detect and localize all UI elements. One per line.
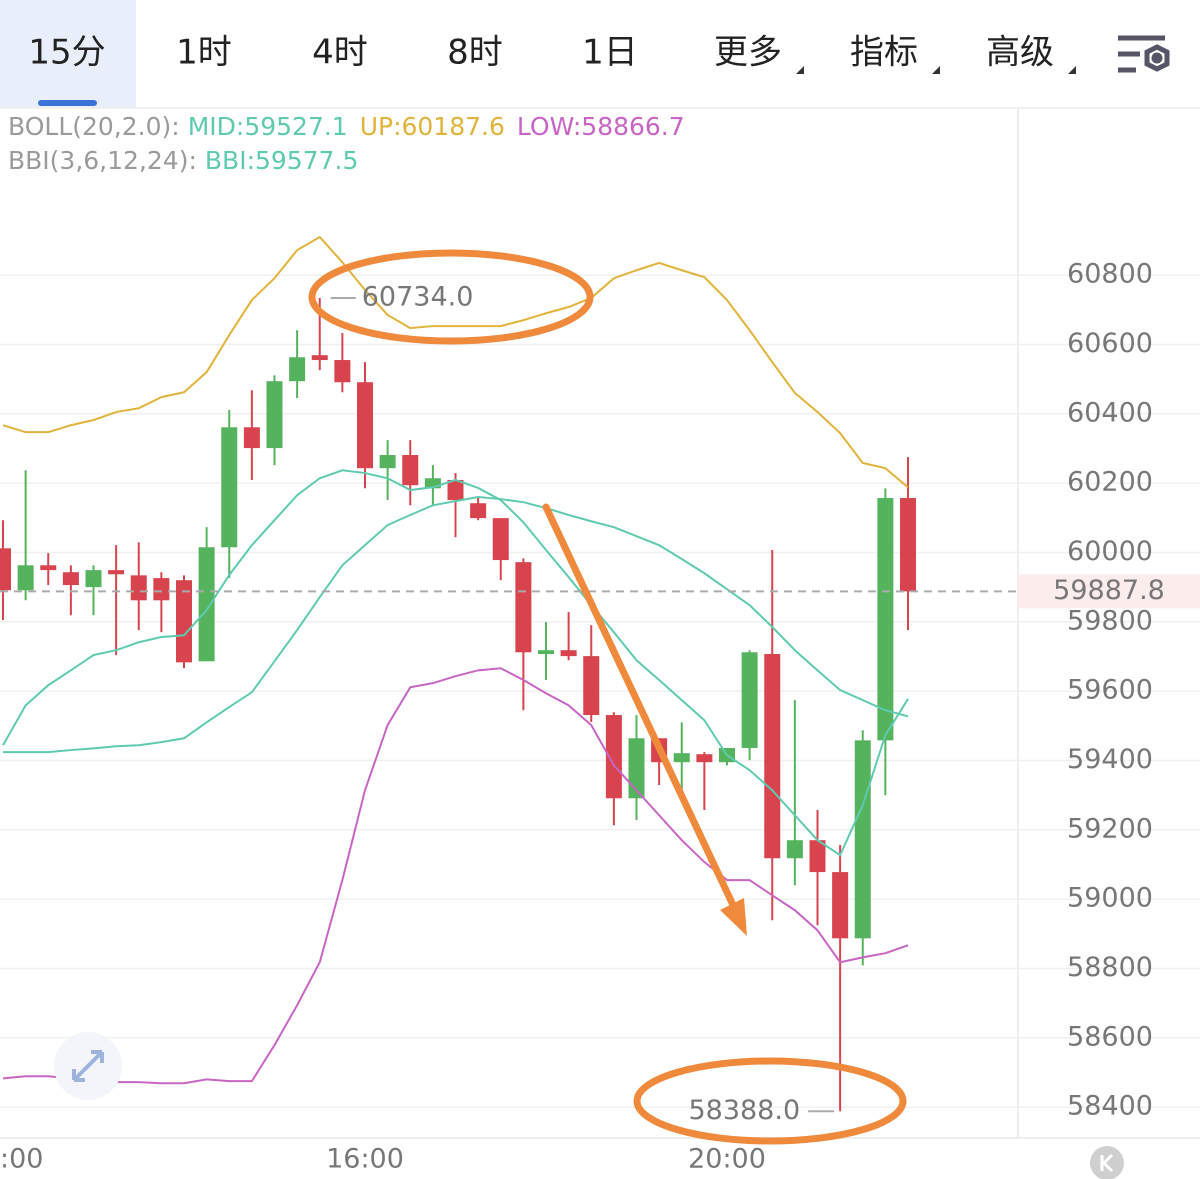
candle-body [809,840,826,873]
candle-body [764,654,781,859]
candle-body [0,548,11,591]
candle-body [741,652,758,748]
candle-body [673,753,690,763]
y-tick-label: 60400 [1067,397,1153,428]
high-label: 60734.0 [362,281,474,312]
candle-body [176,580,192,663]
plot: 58400 58600 58800 59000 59200 59400 59600 59800… [0,235,1200,1122]
k-glyph [1100,1153,1114,1173]
annotation-overlay [308,249,907,1145]
icon-dot [1151,52,1163,64]
indicator-line [2,469,909,857]
low-label: 58388.0 [688,1095,800,1126]
candle-body [289,357,306,382]
y-tick-label: 59000 [1067,883,1153,914]
highlight-ellipse [308,249,594,345]
tab[interactable]: 1时 [176,33,232,73]
indicator-line [3,495,909,754]
candle-body [243,427,260,449]
tab[interactable]: 更多 [714,33,782,73]
candle-body [153,578,170,601]
indicator-line [2,667,909,1085]
y-tick-label: 60000 [1067,536,1153,567]
tab-dropdown-caret [932,66,940,74]
expand-button[interactable] [54,1032,122,1100]
candle-body [130,575,147,601]
candle-body [311,355,328,361]
y-tick-label: 60600 [1067,328,1153,359]
active-tab-bg [0,0,136,108]
highlight-ellipse [633,1057,907,1145]
tab[interactable]: 高级 [986,33,1054,73]
candle-body [877,498,894,741]
expand-glyph [72,1050,104,1082]
candle-body [538,650,554,655]
trend-arrow [542,503,737,909]
legend-entry: MID:59527.1 [188,112,348,141]
tab[interactable]: 4时 [312,33,368,73]
tab-dropdown-caret [796,66,804,74]
candle-body [379,455,396,469]
candle-body [221,427,238,548]
legend-entry: UP:60187.6 [360,112,505,141]
candle-body [628,738,645,799]
indicator-line [2,235,909,489]
tab[interactable]: 1日 [582,33,638,73]
candle-body [605,715,622,799]
legend-entry: LOW:58866.7 [517,112,685,141]
candle-body [17,565,34,591]
candle-body [334,360,351,383]
tab[interactable]: 15分 [28,33,105,73]
tab[interactable]: 8时 [447,33,503,73]
candle-body [515,562,532,653]
legend-label: BOLL(20,2.0): [8,112,180,141]
candle-body [900,498,916,592]
icon-hex [1144,44,1170,72]
candle-body [447,479,464,501]
x-tick-label: :00 [0,1144,43,1175]
candle-body [62,572,79,586]
y-tick-label: 59800 [1067,605,1153,636]
y-tick-label: 60200 [1067,467,1153,498]
candle-body [108,570,125,575]
candle-body [424,478,441,489]
last-price-bg [1018,574,1200,609]
trend-arrowhead [720,898,747,936]
x-tick-label: 16:00 [326,1144,404,1175]
k-button[interactable] [1090,1146,1124,1179]
y-tick-label: 59600 [1067,675,1153,706]
candle-body [357,382,373,469]
candle-body [696,754,713,763]
y-tick-label: 60800 [1067,259,1153,290]
candle-body [40,565,57,571]
candle-body [492,518,509,561]
candle-body [583,656,600,716]
candle-body [560,650,577,657]
settings-icon[interactable] [1118,35,1170,73]
active-tab-indicator [38,100,97,106]
tab-dropdown-caret [1068,66,1076,74]
y-tick-label: 59400 [1067,744,1153,775]
candle-body [402,455,419,486]
y-tick-label: 58400 [1067,1091,1153,1122]
candle-body [470,503,487,519]
legend-entry: BBI:59577.5 [205,146,358,175]
candle-body [266,381,283,449]
candle-body [198,547,215,662]
tab[interactable]: 指标 [850,33,918,73]
candle-body [832,872,849,939]
candle-body [786,840,803,859]
y-tick-label: 59200 [1067,813,1153,844]
candle-body [854,740,871,939]
y-tick-label: 58600 [1067,1021,1153,1052]
candle-body [85,570,102,588]
legend-label: BBI(3,6,12,24): [8,146,197,175]
last-price-label: 59887.8 [1053,575,1165,606]
y-tick-label: 58800 [1067,952,1153,983]
k-bg [1090,1146,1124,1179]
x-tick-label: 20:00 [688,1144,766,1175]
